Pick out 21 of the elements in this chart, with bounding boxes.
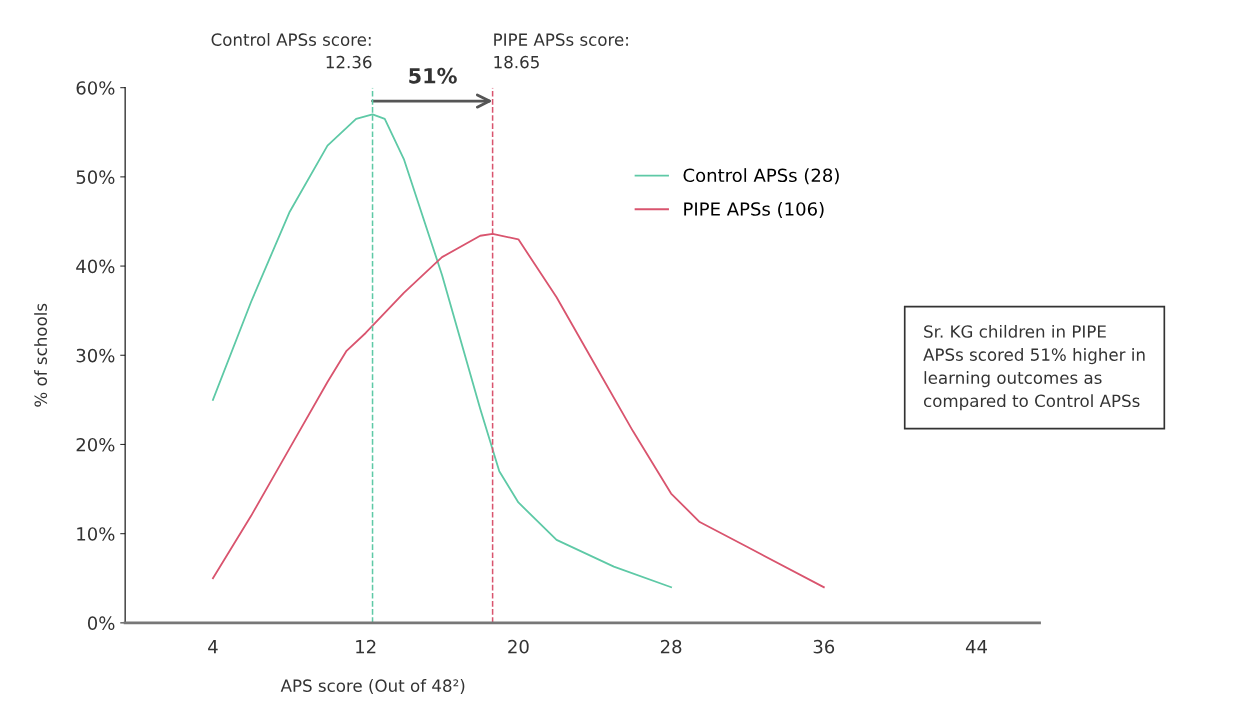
ref-line-label: Control APSs score: 12.36	[211, 33, 372, 69]
y-tick-label: 60%	[76, 81, 115, 95]
y-tick-label: 20%	[76, 437, 115, 452]
y-tick-label: 30%	[76, 348, 115, 363]
x-axis-title: APS score (Out of 48²)	[280, 679, 465, 694]
legend-label: PIPE APSs (106)	[684, 201, 824, 218]
y-axis-title: % of schools	[34, 303, 48, 407]
y-tick-label: 10%	[77, 527, 115, 541]
x-tick-label: 44	[965, 640, 987, 654]
y-tick-label: 0%	[87, 616, 115, 630]
y-tick-label: 50%	[76, 170, 115, 184]
x-tick-label: 36	[813, 639, 835, 654]
annotation: Sr. KG children in PIPE APSs scored 51% higher in learning outcomes as compared to Control APSs	[923, 324, 1145, 411]
y-tick-label: 40%	[76, 259, 115, 274]
text: 51%	[409, 67, 457, 84]
x-tick-label: 4	[208, 640, 218, 654]
x-tick-label: 28	[660, 639, 682, 654]
legend-label: Control APSs (28)	[683, 168, 839, 185]
x-tick-label: 20	[508, 639, 529, 654]
x-tick-label: 12	[356, 639, 376, 654]
ref-line-label: PIPE APSs score: 18.65	[494, 33, 628, 69]
